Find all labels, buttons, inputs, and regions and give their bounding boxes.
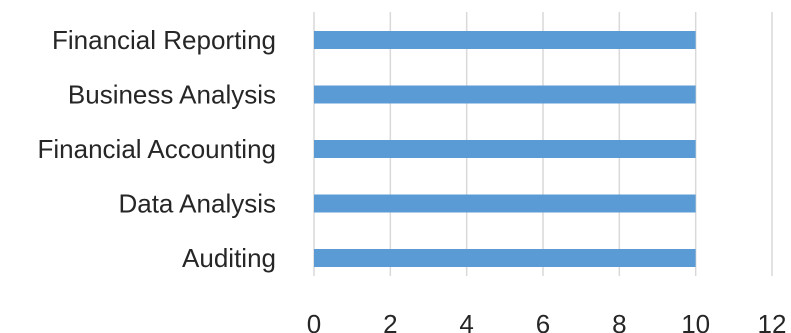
category-label: Business Analysis bbox=[68, 80, 276, 110]
x-tick-label: 12 bbox=[758, 309, 787, 333]
bar-financial-accounting bbox=[314, 140, 696, 158]
x-axis-tick-labels: 0 2 4 6 8 10 12 bbox=[307, 309, 787, 333]
category-label: Financial Accounting bbox=[38, 134, 276, 164]
bar-data-analysis bbox=[314, 194, 696, 213]
category-labels: Financial Reporting Business Analysis Fina… bbox=[38, 25, 276, 273]
x-tick-label: 2 bbox=[383, 309, 397, 333]
bar-financial-reporting bbox=[314, 31, 696, 49]
x-tick-label: 8 bbox=[612, 309, 626, 333]
x-tick-label: 6 bbox=[536, 309, 550, 333]
category-label: Auditing bbox=[182, 243, 276, 273]
bar-business-analysis bbox=[314, 85, 696, 104]
x-tick-label: 0 bbox=[307, 309, 321, 333]
x-tick-label: 4 bbox=[459, 309, 473, 333]
bars bbox=[314, 31, 696, 267]
category-label: Financial Reporting bbox=[52, 25, 276, 55]
bar-auditing bbox=[314, 249, 696, 267]
category-label: Data Analysis bbox=[118, 189, 276, 219]
x-tick-label: 10 bbox=[681, 309, 710, 333]
